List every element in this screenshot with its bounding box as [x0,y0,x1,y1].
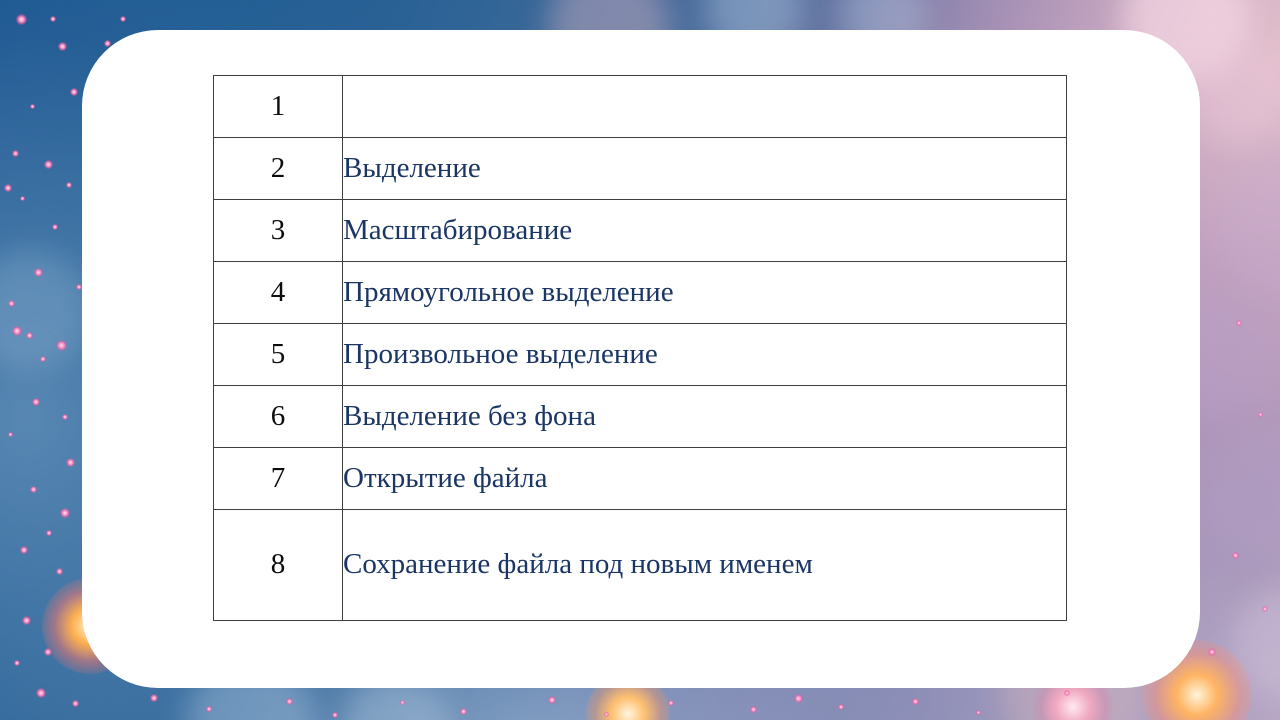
row-label: Выделение [342,137,1067,200]
row-label: Масштабирование [342,199,1067,262]
row-number: 5 [213,323,343,386]
row-label: Открытие файла [342,447,1067,510]
row-number: 1 [213,75,343,138]
row-label: Выделение без фона [342,385,1067,448]
row-label: Сохранение файла под новым именем [342,509,1067,621]
table-row[interactable]: 4 Прямоугольное выделение [213,261,1067,324]
table-row[interactable]: 3 Масштабирование [213,199,1067,262]
row-number: 4 [213,261,343,324]
table-row[interactable]: 2 Выделение [213,137,1067,200]
row-number: 7 [213,447,343,510]
table-row[interactable]: 5 Произвольное выделение [213,323,1067,386]
row-number: 2 [213,137,343,200]
table-row[interactable]: 8 Сохранение файла под новым именем [213,509,1067,621]
row-number: 8 [213,509,343,621]
row-number: 6 [213,385,343,448]
shortcut-table: 1 2 Выделение 3 Масштабирование 4 Прямоу… [213,75,1067,621]
row-label-text: Сохранение файла под новым именем [343,548,813,581]
table-container: 1 2 Выделение 3 Масштабирование 4 Прямоу… [213,75,1067,621]
table-row[interactable]: 7 Открытие файла [213,447,1067,510]
row-label: Произвольное выделение [342,323,1067,386]
row-label [342,75,1067,138]
table-row[interactable]: 1 [213,75,1067,138]
content-card: 1 2 Выделение 3 Масштабирование 4 Прямоу… [82,30,1200,688]
row-label: Прямоугольное выделение [342,261,1067,324]
table-row[interactable]: 6 Выделение без фона [213,385,1067,448]
row-number: 3 [213,199,343,262]
